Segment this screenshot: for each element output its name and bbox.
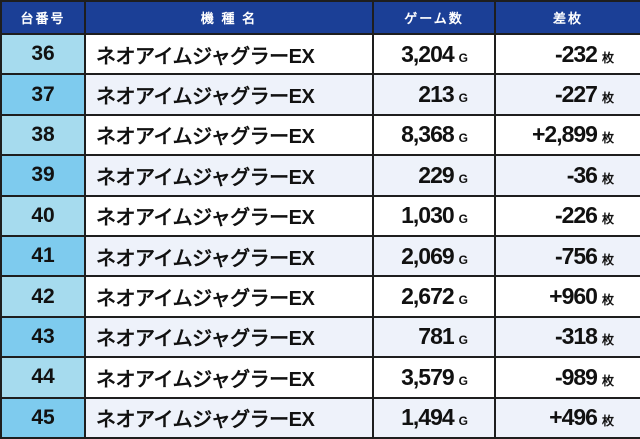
game-count-cell: 1,494 G xyxy=(372,396,496,439)
coin-unit: 枚 xyxy=(601,212,614,227)
coin-unit: 枚 xyxy=(601,333,614,348)
machine-number: 44 xyxy=(0,356,86,399)
game-unit: G xyxy=(458,333,468,348)
machine-name: ネオアイムジャグラーEX xyxy=(84,396,374,439)
game-unit: G xyxy=(458,50,468,65)
coin-unit: 枚 xyxy=(601,373,614,388)
coin-difference: +496 xyxy=(549,404,598,431)
coin-difference: -318 xyxy=(554,323,598,350)
game-unit: G xyxy=(458,293,468,308)
machine-number: 39 xyxy=(0,154,86,197)
coin-difference-cell: -227 枚 xyxy=(494,73,640,116)
machine-name: ネオアイムジャグラーEX xyxy=(84,234,374,278)
machine-name: ネオアイムジャグラーEX xyxy=(84,356,374,399)
coin-difference: -36 xyxy=(566,161,598,188)
game-count: 3,204 xyxy=(401,40,455,67)
coin-difference-cell: -756 枚 xyxy=(494,234,640,278)
game-unit: G xyxy=(458,212,468,227)
table-row: 40 ネオアイムジャグラーEX 1,030 G -226 枚 xyxy=(0,194,640,237)
coin-unit: 枚 xyxy=(601,91,614,106)
coin-difference-cell: +496 枚 xyxy=(494,396,640,439)
coin-unit: 枚 xyxy=(601,252,614,267)
game-count: 2,069 xyxy=(401,242,455,269)
coin-difference: -227 xyxy=(554,81,598,108)
coin-difference-cell: -226 枚 xyxy=(494,194,640,237)
coin-unit: 枚 xyxy=(601,171,614,186)
machine-name: ネオアイムジャグラーEX xyxy=(84,315,374,359)
machine-name: ネオアイムジャグラーEX xyxy=(84,194,374,237)
game-count: 781 xyxy=(418,323,454,350)
game-count: 229 xyxy=(418,161,454,188)
game-count-cell: 1,030 G xyxy=(372,194,496,237)
game-count: 3,579 xyxy=(401,363,455,390)
table-row: 42 ネオアイムジャグラーEX 2,672 G +960 枚 xyxy=(0,275,640,318)
game-unit: G xyxy=(458,373,468,388)
machine-number: 43 xyxy=(0,315,86,359)
game-unit: G xyxy=(458,171,468,186)
coin-difference-cell: -318 枚 xyxy=(494,315,640,359)
game-count-cell: 213 G xyxy=(372,73,496,116)
header-machine-number: 台番号 xyxy=(0,0,86,35)
game-unit: G xyxy=(458,91,468,106)
coin-unit: 枚 xyxy=(601,50,614,65)
coin-difference-cell: +2,899 枚 xyxy=(494,113,640,157)
game-count-cell: 2,672 G xyxy=(372,275,496,318)
machine-name: ネオアイムジャグラーEX xyxy=(84,154,374,197)
game-count-cell: 8,368 G xyxy=(372,113,496,157)
table-row: 41 ネオアイムジャグラーEX 2,069 G -756 枚 xyxy=(0,234,640,278)
game-count: 1,494 xyxy=(401,404,455,431)
game-count-cell: 229 G xyxy=(372,154,496,197)
table-row: 37 ネオアイムジャグラーEX 213 G -227 枚 xyxy=(0,73,640,116)
machine-number: 40 xyxy=(0,194,86,237)
table-row: 44 ネオアイムジャグラーEX 3,579 G -989 枚 xyxy=(0,356,640,399)
coin-difference: -756 xyxy=(554,242,598,269)
game-count-cell: 2,069 G xyxy=(372,234,496,278)
game-count: 213 xyxy=(418,81,454,108)
game-count-cell: 3,204 G xyxy=(372,32,496,76)
table-row: 43 ネオアイムジャグラーEX 781 G -318 枚 xyxy=(0,315,640,359)
header-machine-name: 機 種 名 xyxy=(84,0,374,35)
game-count: 8,368 xyxy=(401,121,455,148)
machine-number: 38 xyxy=(0,113,86,157)
coin-unit: 枚 xyxy=(601,414,614,429)
coin-difference-cell: -232 枚 xyxy=(494,32,640,76)
coin-difference-cell: +960 枚 xyxy=(494,275,640,318)
table-row: 38 ネオアイムジャグラーEX 8,368 G +2,899 枚 xyxy=(0,113,640,157)
game-unit: G xyxy=(458,131,468,146)
coin-difference-cell: -989 枚 xyxy=(494,356,640,399)
machine-name: ネオアイムジャグラーEX xyxy=(84,275,374,318)
machine-name: ネオアイムジャグラーEX xyxy=(84,73,374,116)
machine-number: 42 xyxy=(0,275,86,318)
game-unit: G xyxy=(458,252,468,267)
coin-difference: +960 xyxy=(549,283,598,310)
table-row: 36 ネオアイムジャグラーEX 3,204 G -232 枚 xyxy=(0,32,640,76)
machine-name: ネオアイムジャグラーEX xyxy=(84,32,374,76)
header-row: 台番号 機 種 名 ゲーム数 差枚 xyxy=(0,0,640,35)
header-game-count: ゲーム数 xyxy=(372,0,496,35)
machine-number: 45 xyxy=(0,396,86,439)
coin-unit: 枚 xyxy=(601,131,614,146)
coin-difference: -989 xyxy=(554,363,598,390)
coin-difference-cell: -36 枚 xyxy=(494,154,640,197)
game-count: 2,672 xyxy=(401,283,455,310)
game-count-cell: 781 G xyxy=(372,315,496,359)
table-row: 39 ネオアイムジャグラーEX 229 G -36 枚 xyxy=(0,154,640,197)
coin-difference: -226 xyxy=(554,202,598,229)
machine-number: 36 xyxy=(0,32,86,76)
coin-unit: 枚 xyxy=(601,293,614,308)
machine-name: ネオアイムジャグラーEX xyxy=(84,113,374,157)
game-unit: G xyxy=(458,414,468,429)
machine-number: 41 xyxy=(0,234,86,278)
machine-number: 37 xyxy=(0,73,86,116)
game-count: 1,030 xyxy=(401,202,455,229)
header-coin-difference: 差枚 xyxy=(494,0,640,35)
coin-difference: +2,899 xyxy=(531,121,598,148)
table-row: 45 ネオアイムジャグラーEX 1,494 G +496 枚 xyxy=(0,396,640,439)
coin-difference: -232 xyxy=(554,40,598,67)
game-count-cell: 3,579 G xyxy=(372,356,496,399)
